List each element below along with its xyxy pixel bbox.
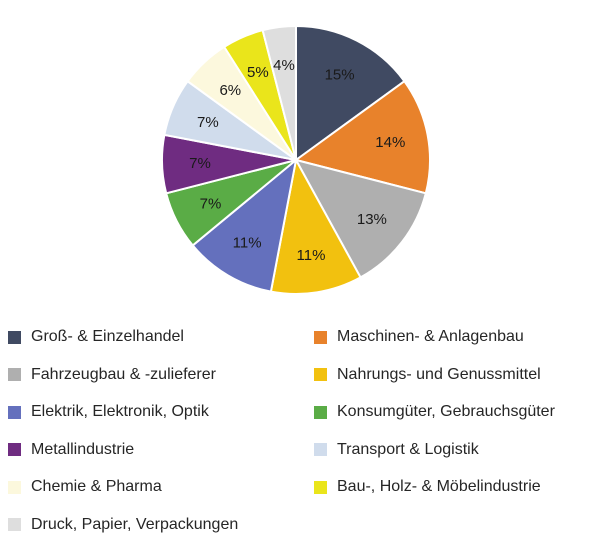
slice-value-label: 11% bbox=[297, 247, 326, 264]
pie-chart: 15%14%13%11%11%7%7%7%6%5% 4% bbox=[160, 24, 431, 295]
legend-swatch bbox=[314, 368, 327, 381]
legend-swatch bbox=[8, 368, 21, 381]
legend-label: Chemie & Pharma bbox=[31, 478, 162, 495]
legend-label: Fahrzeugbau & -zulieferer bbox=[31, 365, 216, 383]
legend-label: Metallindustrie bbox=[31, 440, 135, 458]
legend-label: Druck, Papier, Verpackungen bbox=[31, 515, 239, 533]
pie-slice bbox=[261, 24, 297, 161]
legend-item: Maschinen- & Anlagenbau bbox=[314, 326, 524, 348]
slice-value-label: 4% bbox=[273, 57, 295, 74]
legend-item: Metallindustrie bbox=[8, 439, 134, 461]
legend-label: Nahrungs- und Genussmittel bbox=[337, 365, 541, 383]
pie-slices bbox=[160, 24, 431, 295]
slice-value-label: 7% bbox=[189, 155, 211, 172]
legend-swatch bbox=[8, 480, 21, 494]
slice-value-label: 7% bbox=[197, 114, 219, 131]
legend-item: Konsumgüter, Gebrauchsgüter bbox=[314, 401, 555, 423]
pie-slice bbox=[191, 157, 298, 293]
legend-swatch bbox=[314, 480, 327, 494]
legend-swatch bbox=[314, 405, 327, 419]
legend-swatch bbox=[314, 330, 327, 344]
pie-slice bbox=[295, 24, 406, 162]
legend-swatch bbox=[8, 330, 21, 344]
legend-item: Nahrungs- und Genussmittel bbox=[314, 364, 541, 386]
legend-item: Groß- & Einzelhandel bbox=[8, 326, 184, 348]
legend-swatch bbox=[8, 405, 21, 419]
legend-swatch bbox=[8, 518, 21, 531]
legend-swatch bbox=[314, 443, 327, 456]
slice-value-label: 13% bbox=[357, 211, 387, 228]
legend-item: Chemie & Pharma bbox=[8, 476, 162, 498]
legend-label: Konsumgüter, Gebrauchsgüter bbox=[337, 403, 555, 420]
slice-value-label: 5% bbox=[247, 64, 269, 81]
legend-item: Transport & Logistik bbox=[314, 439, 479, 461]
legend-item: Elektrik, Elektronik, Optik bbox=[8, 401, 209, 423]
legend-label: Elektrik, Elektronik, Optik bbox=[31, 403, 209, 420]
slice-value-label: 15% bbox=[325, 67, 355, 84]
legend-label: Groß- & Einzelhandel bbox=[31, 328, 184, 345]
legend-item: Fahrzeugbau & -zulieferer bbox=[8, 364, 216, 386]
pie-slice bbox=[294, 158, 428, 279]
pie-slice bbox=[269, 157, 362, 295]
slice-labels: 15%14%13%11%11%7%7%7%6%5% 4% bbox=[189, 57, 405, 264]
legend-label: Maschinen- & Anlagenbau bbox=[337, 328, 524, 345]
slice-value-label: 6% bbox=[219, 82, 241, 99]
legend-label: Transport & Logistik bbox=[337, 440, 479, 458]
slice-value-label: 7% bbox=[200, 196, 222, 213]
legend-swatch bbox=[8, 443, 21, 456]
legend-item: Druck, Papier, Verpackungen bbox=[8, 514, 238, 536]
slice-value-label: 14% bbox=[375, 134, 405, 151]
slice-value-label: 11% bbox=[233, 235, 262, 252]
legend-label: Bau-, Holz- & Möbelindustrie bbox=[337, 478, 541, 495]
legend-item: Bau-, Holz- & Möbelindustrie bbox=[314, 476, 541, 498]
legend: Groß- & Einzelhandel Maschinen- & Anlagen… bbox=[0, 318, 600, 548]
pie-slice bbox=[293, 79, 431, 195]
